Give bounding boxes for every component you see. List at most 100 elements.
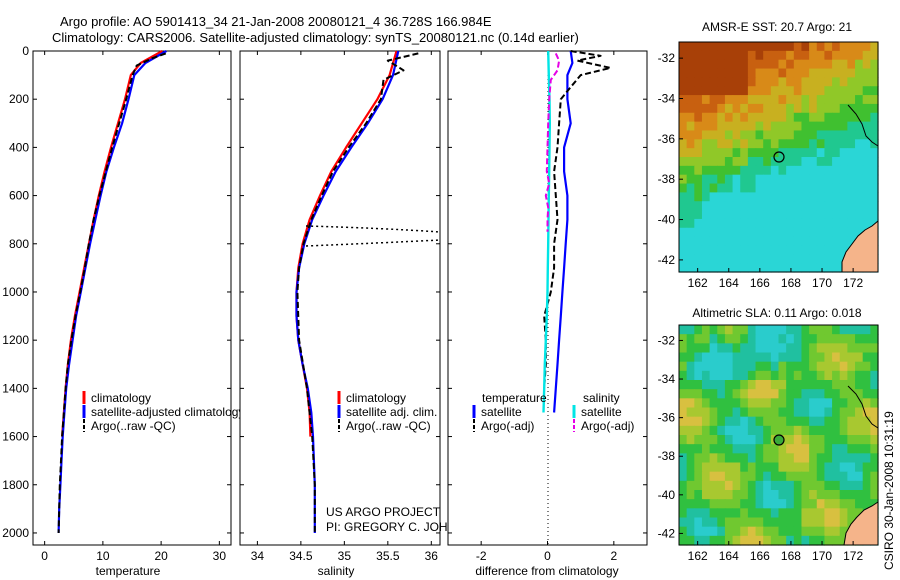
map-cell <box>862 103 871 114</box>
map-cell <box>679 112 688 123</box>
map-cell <box>686 380 695 390</box>
map-cell <box>755 183 764 193</box>
map-cell <box>839 535 848 546</box>
map-cell <box>740 370 749 381</box>
map-cell <box>801 68 810 78</box>
map-cell <box>847 112 856 123</box>
map-cell <box>855 86 864 96</box>
map-cell <box>809 480 818 491</box>
map-cell <box>870 343 879 354</box>
map-cell <box>809 236 818 247</box>
map-y-tick-label: -34 <box>658 372 676 386</box>
map-cell <box>717 68 726 78</box>
map-cell <box>724 508 734 519</box>
map-cell <box>770 42 780 52</box>
map-cell <box>816 444 826 454</box>
map-cell <box>793 227 803 238</box>
map-cell <box>740 95 749 105</box>
map-cell <box>770 139 780 149</box>
map-cell <box>855 398 864 409</box>
map-cell <box>870 416 879 427</box>
map-cell <box>847 389 856 399</box>
map-cell <box>855 68 864 78</box>
map-cell <box>847 398 856 409</box>
map-cell <box>701 86 711 96</box>
map-cell <box>870 103 879 114</box>
map-cell <box>763 499 772 509</box>
map-cell <box>679 139 688 149</box>
map-cell <box>732 192 741 202</box>
map-cell <box>732 444 741 454</box>
map-cell <box>701 254 711 264</box>
map-cell <box>694 398 703 409</box>
map-cell <box>709 254 718 264</box>
map-cell <box>740 334 749 344</box>
map-cell <box>694 389 703 399</box>
map-cell <box>724 334 734 344</box>
map-cell <box>862 50 871 61</box>
map-cell <box>870 407 879 418</box>
map-cell <box>832 407 841 418</box>
map-cell <box>701 77 711 87</box>
map-cell <box>847 192 856 202</box>
map-cell <box>847 480 856 491</box>
map-cell <box>809 407 818 418</box>
map-cell <box>839 453 848 464</box>
temperature-x-tick-label: 10 <box>96 549 110 563</box>
map-cell <box>832 535 841 546</box>
difference-x-tick-label: 0 <box>544 549 551 563</box>
map-cell <box>824 157 833 167</box>
map-cell <box>740 59 749 70</box>
map-cell <box>786 508 795 519</box>
map-cell <box>855 218 864 229</box>
map-cell <box>686 398 695 409</box>
salinity-series-argo-raw-qc <box>296 52 419 533</box>
map-cell <box>709 148 718 158</box>
map-cell <box>801 453 810 464</box>
map-cell <box>862 352 871 363</box>
map-cell <box>694 254 703 264</box>
map-cell <box>724 183 734 193</box>
map-cell <box>717 165 726 176</box>
map-cell <box>717 174 726 185</box>
map-cell <box>694 227 703 238</box>
map-cell <box>862 389 871 399</box>
map-cell <box>816 121 826 132</box>
map-cell <box>717 139 726 149</box>
map-cell <box>839 389 848 399</box>
map-cell <box>770 361 780 372</box>
map-cell <box>809 471 818 482</box>
map-cell <box>709 380 718 390</box>
map-cell <box>816 236 826 247</box>
map-cell <box>694 236 703 247</box>
map-cell <box>747 183 757 193</box>
map-cell <box>717 95 726 105</box>
map-cell <box>824 389 833 399</box>
map-cell <box>747 517 757 528</box>
map-cell <box>816 50 826 61</box>
map-cell <box>770 526 780 537</box>
map-x-tick-label: 162 <box>688 549 708 563</box>
map-cell <box>801 59 810 70</box>
map-cell <box>679 508 688 519</box>
map-cell <box>832 370 841 381</box>
map-cell <box>755 490 764 500</box>
map-cell <box>679 361 688 372</box>
map-cell <box>724 42 734 52</box>
map-cell <box>801 236 810 247</box>
map-cell <box>847 201 856 211</box>
map-cell <box>694 165 703 176</box>
map-cell <box>801 490 810 500</box>
map-cell <box>816 218 826 229</box>
map-cell <box>870 77 879 87</box>
depth-tick-label: 800 <box>9 237 29 251</box>
map-cell <box>809 462 818 473</box>
map-cell <box>732 174 741 185</box>
map-cell <box>686 526 695 537</box>
map-cell <box>832 165 841 176</box>
map-cell <box>763 42 772 52</box>
map-cell <box>763 398 772 409</box>
map-cell <box>740 453 749 464</box>
map-cell <box>862 480 871 491</box>
map-cell <box>686 59 695 70</box>
